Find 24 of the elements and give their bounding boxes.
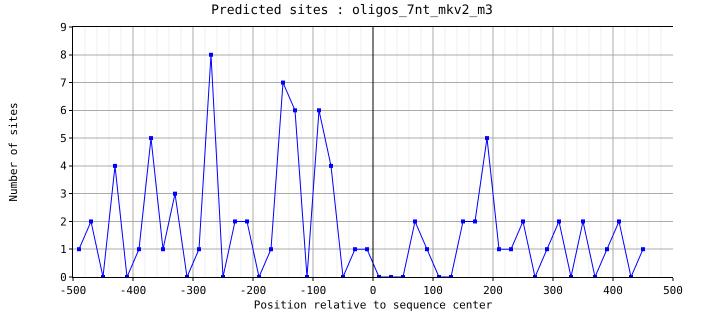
- y-tick-label: 2: [60, 215, 67, 228]
- y-tick-label: 8: [60, 48, 67, 62]
- x-tick-label: 200: [483, 284, 503, 298]
- y-tick-label: 3: [60, 188, 67, 201]
- y-tick-label: 7: [60, 76, 67, 90]
- x-tick-label: 300: [543, 284, 563, 298]
- x-tick-label: -200: [240, 284, 266, 298]
- x-tick-label: 400: [603, 284, 623, 298]
- x-tick-label: 0: [370, 284, 376, 298]
- x-axis-title: Position relative to sequence center: [254, 298, 493, 312]
- y-tick-label: 6: [60, 104, 67, 118]
- x-tick-label: -100: [300, 284, 326, 298]
- x-tick-label: -400: [120, 284, 146, 298]
- y-tick-label: 0: [60, 270, 67, 284]
- y-axis-title: Number of sites: [6, 102, 20, 202]
- y-tick-label: 4: [60, 160, 68, 173]
- x-tick-label: 500: [663, 284, 683, 298]
- x-tick-label: -300: [180, 284, 206, 298]
- chart-title: Predicted sites : oligos_7nt_mkv2_m3: [211, 3, 493, 18]
- x-tick-label: -500: [60, 284, 86, 298]
- y-tick-label: 1: [60, 243, 67, 256]
- y-tick-label: 5: [60, 132, 67, 145]
- x-tick-label: 100: [423, 284, 443, 298]
- y-tick-label: 9: [60, 20, 67, 34]
